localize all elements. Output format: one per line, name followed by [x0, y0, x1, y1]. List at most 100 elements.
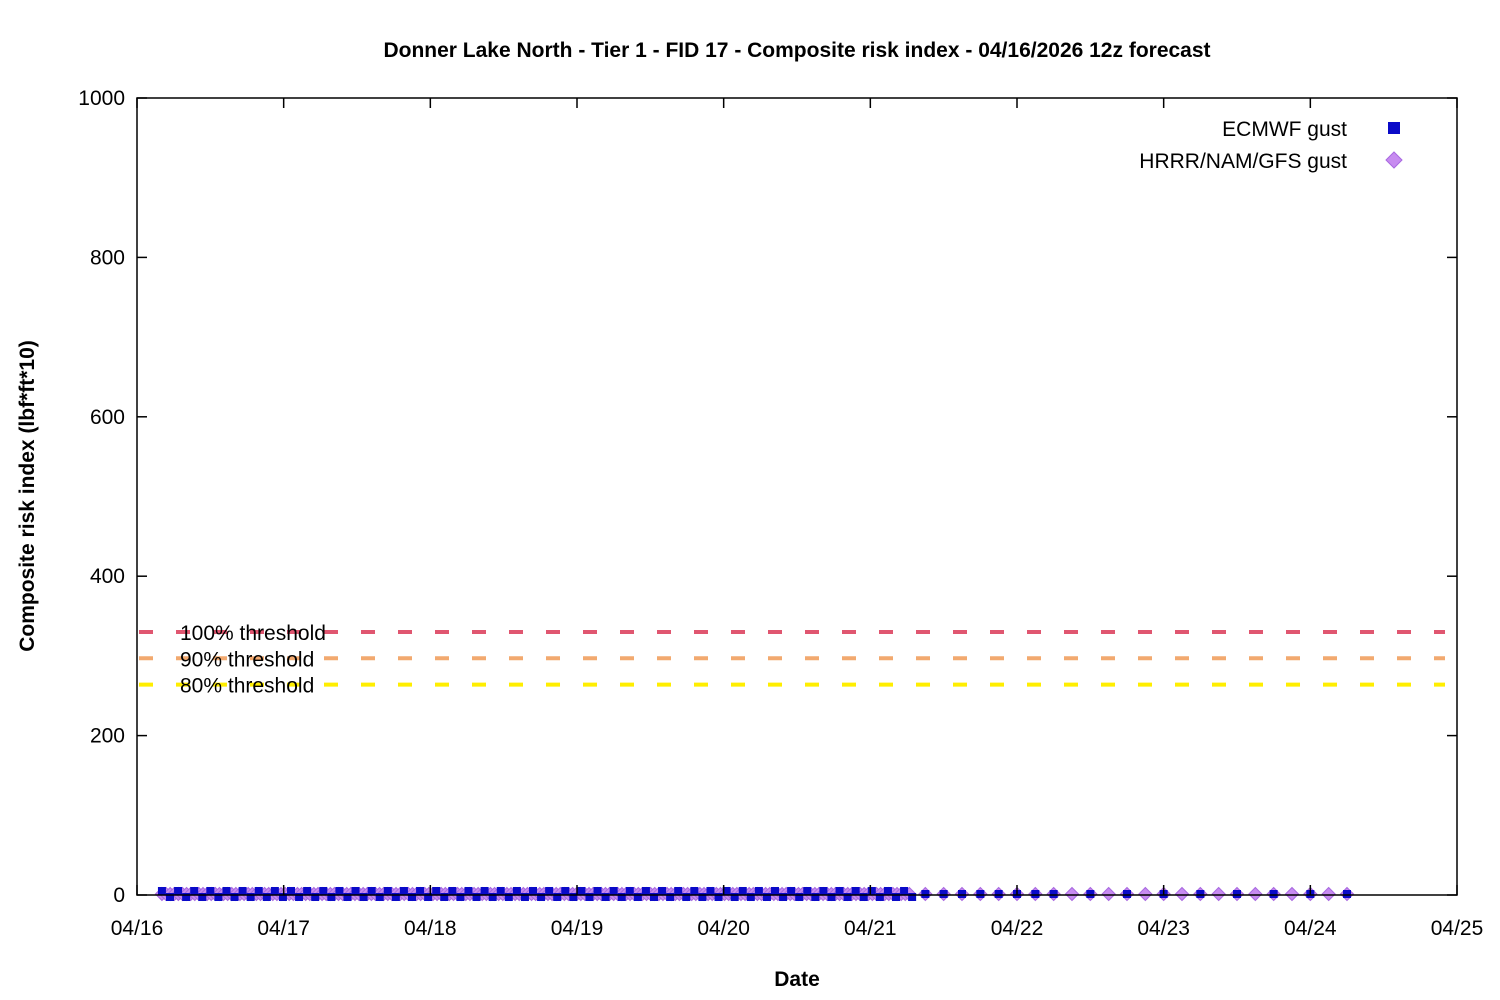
threshold-label: 90% threshold	[180, 648, 314, 671]
data-point-marker-square	[892, 893, 900, 901]
data-point-marker-square	[658, 887, 666, 895]
data-point-marker-square	[352, 887, 360, 895]
data-point-marker-square	[715, 893, 723, 901]
data-point-marker-square	[666, 893, 674, 901]
chart-title: Donner Lake North - Tier 1 - FID 17 - Co…	[383, 39, 1210, 62]
data-point-marker-square	[255, 887, 263, 895]
data-point-marker-square	[755, 887, 763, 895]
data-point-marker-square	[319, 887, 327, 895]
x-tick-label: 04/24	[1284, 917, 1337, 940]
x-tick-label: 04/17	[257, 917, 310, 940]
data-point-marker-square	[634, 893, 642, 901]
tick-labels-layer: 04/1604/1704/1804/1904/2004/2104/2204/23…	[78, 87, 1483, 940]
data-point-marker-square	[779, 893, 787, 901]
data-point-marker-diamond	[1139, 888, 1152, 901]
data-point-marker-square	[884, 887, 892, 895]
y-tick-label: 0	[113, 884, 125, 907]
data-point-marker-square	[1270, 890, 1278, 898]
data-point-marker-square	[311, 893, 319, 901]
legend: ECMWF gust HRRR/NAM/GFS gust	[1139, 118, 1402, 173]
data-point-marker-square	[569, 893, 577, 901]
data-point-marker-square	[497, 887, 505, 895]
data-point-marker-square	[585, 893, 593, 901]
x-tick-label: 04/23	[1137, 917, 1190, 940]
data-point-marker-square	[698, 893, 706, 901]
data-point-marker-square	[376, 893, 384, 901]
data-point-marker-square	[384, 887, 392, 895]
data-point-marker-square	[958, 890, 966, 898]
x-tick-label: 04/22	[991, 917, 1044, 940]
data-point-marker-square	[158, 887, 166, 895]
data-point-marker-square	[650, 893, 658, 901]
data-point-marker-square	[513, 887, 521, 895]
x-tick-label: 04/16	[111, 917, 164, 940]
data-point-marker-square	[626, 887, 634, 895]
data-point-marker-square	[1031, 890, 1039, 898]
data-point-marker-square	[836, 887, 844, 895]
data-point-marker-square	[303, 887, 311, 895]
data-point-marker-square	[1086, 890, 1094, 898]
data-point-marker-square	[416, 887, 424, 895]
data-point-marker-square	[844, 893, 852, 901]
data-point-marker-square	[795, 893, 803, 901]
data-point-marker-square	[521, 893, 529, 901]
data-point-marker-square	[690, 887, 698, 895]
data-point-marker-square	[481, 887, 489, 895]
data-point-marker-square	[602, 893, 610, 901]
legend-square-marker-icon	[1388, 122, 1400, 134]
data-point-marker-square	[464, 887, 472, 895]
plot-border	[137, 98, 1457, 895]
data-point-marker-square	[771, 887, 779, 895]
data-point-marker-square	[360, 893, 368, 901]
y-tick-label: 400	[90, 565, 125, 588]
data-point-marker-square	[940, 890, 948, 898]
data-point-marker-square	[900, 887, 908, 895]
data-point-marker-square	[908, 893, 916, 901]
y-tick-label: 600	[90, 406, 125, 429]
data-point-marker-square	[473, 893, 481, 901]
threshold-label: 100% threshold	[180, 622, 326, 645]
data-point-marker-square	[642, 887, 650, 895]
data-point-marker-square	[174, 887, 182, 895]
data-markers-layer	[155, 887, 1353, 901]
data-point-marker-square	[432, 887, 440, 895]
data-point-marker-square	[247, 893, 255, 901]
data-point-marker-square	[1343, 890, 1351, 898]
x-tick-label: 04/25	[1431, 917, 1484, 940]
data-point-marker-square	[505, 893, 513, 901]
data-point-marker-square	[827, 893, 835, 901]
data-point-marker-square	[545, 887, 553, 895]
data-point-marker-square	[1123, 890, 1131, 898]
y-tick-label: 800	[90, 246, 125, 269]
data-point-marker-square	[577, 887, 585, 895]
data-point-marker-square	[400, 887, 408, 895]
data-point-marker-square	[731, 893, 739, 901]
chart-canvas: 04/1604/1704/1804/1904/2004/2104/2204/23…	[0, 0, 1500, 1000]
data-point-marker-square	[440, 893, 448, 901]
data-point-marker-square	[489, 893, 497, 901]
y-axis-label: Composite risk index (lbf*ft*10)	[16, 340, 39, 652]
data-point-marker-square	[335, 887, 343, 895]
data-point-marker-square	[343, 893, 351, 901]
data-point-marker-square	[456, 893, 464, 901]
data-point-marker-square	[182, 893, 190, 901]
data-point-marker-square	[198, 893, 206, 901]
data-point-marker-square	[995, 890, 1003, 898]
data-point-marker-square	[803, 887, 811, 895]
data-point-marker-square	[327, 893, 335, 901]
x-tick-label: 04/21	[844, 917, 897, 940]
chart-page: 04/1604/1704/1804/1904/2004/2104/2204/23…	[0, 0, 1500, 1000]
data-point-marker-square	[408, 893, 416, 901]
data-point-marker-diamond	[1176, 888, 1189, 901]
data-point-marker-square	[448, 887, 456, 895]
data-point-marker-square	[553, 893, 561, 901]
data-point-marker-square	[368, 887, 376, 895]
data-point-marker-square	[271, 887, 279, 895]
x-tick-label: 04/19	[551, 917, 604, 940]
data-point-marker-square	[190, 887, 198, 895]
threshold-labels-layer: 100% threshold90% threshold80% threshold	[180, 622, 326, 698]
data-point-marker-square	[610, 887, 618, 895]
data-point-marker-square	[747, 893, 755, 901]
data-point-marker-square	[529, 887, 537, 895]
data-point-marker-square	[594, 887, 602, 895]
